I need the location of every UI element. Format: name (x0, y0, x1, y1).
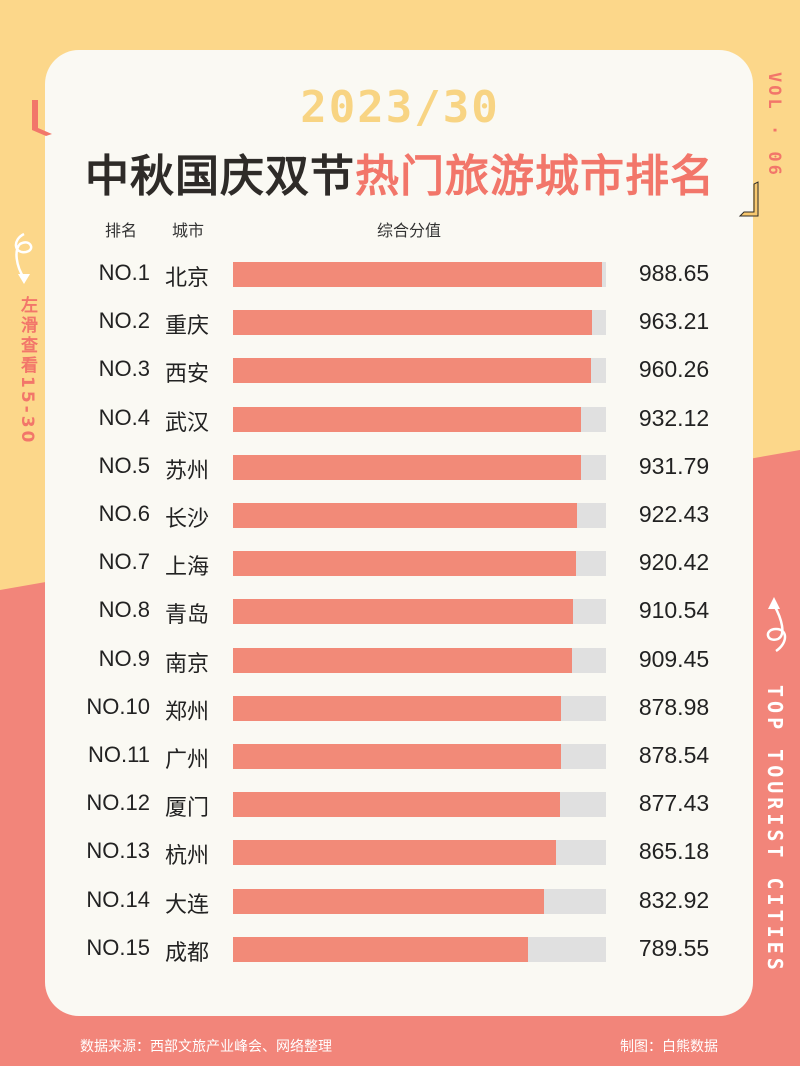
city-label: 北京 (165, 266, 210, 291)
value-label: 878.54 (638, 742, 710, 768)
bar (233, 744, 561, 769)
rank-label: NO.13 (86, 838, 150, 864)
city-label: 厦门 (165, 796, 210, 822)
chart-title: 中秋国庆双节热门旅游城市排名 (0, 140, 800, 204)
value-label: 789.55 (638, 934, 710, 961)
city-label: 大连 (165, 892, 210, 918)
bar-track (233, 695, 606, 721)
bar-track (233, 647, 606, 673)
bar-track (233, 744, 606, 769)
value-label: 920.42 (638, 549, 710, 576)
bar-track (233, 310, 606, 336)
bar (233, 936, 528, 962)
bar (233, 840, 556, 866)
city-label: 上海 (165, 555, 210, 581)
value-label: 877.43 (638, 790, 710, 817)
city-label: 广州 (165, 748, 210, 773)
city-label: 杭州 (165, 844, 210, 870)
bar (233, 262, 602, 287)
rank-label: NO.11 (88, 742, 150, 767)
bar-track (233, 358, 606, 384)
rank-label: NO.8 (98, 597, 150, 623)
title-part2: 热门旅游城市排名 (355, 151, 715, 202)
column-header-score: 综合分值 (377, 221, 442, 240)
bar-track (233, 262, 606, 287)
bar-track (233, 888, 606, 914)
rank-label: NO.3 (98, 356, 150, 382)
bar-track (233, 792, 606, 818)
bar-track (233, 840, 606, 866)
city-label: 南京 (165, 651, 210, 677)
bar (233, 454, 581, 480)
value-label: 878.98 (638, 693, 710, 720)
city-label: 郑州 (165, 699, 210, 725)
column-header-rank: 排名 (105, 221, 138, 240)
bracket-right-icon (738, 181, 759, 217)
value-label: 960.26 (638, 356, 710, 383)
rank-label: NO.14 (86, 886, 150, 912)
bar-track (233, 454, 606, 480)
column-header-city: 城市 (172, 221, 205, 240)
value-label: 931.79 (638, 452, 710, 479)
value-label: 832.92 (638, 886, 710, 913)
rank-label: NO.5 (98, 452, 150, 478)
value-label: 932.12 (638, 404, 710, 431)
bar (233, 695, 561, 721)
rank-label: NO.4 (98, 404, 150, 430)
rank-label: NO.1 (98, 260, 150, 285)
side-volume: VOL · 06 (764, 72, 784, 178)
bar (233, 599, 573, 625)
side-tagline: TOP TOURIST CITIES (763, 685, 787, 974)
city-label: 青岛 (165, 603, 210, 629)
rank-label: NO.12 (86, 790, 150, 816)
bar-track (233, 503, 606, 528)
city-label: 西安 (165, 362, 210, 388)
value-label: 963.21 (638, 308, 710, 335)
city-label: 成都 (165, 940, 210, 966)
bar (233, 647, 573, 673)
footer-source: 数据来源：西部文旅产业峰会、网络整理 (80, 1039, 332, 1055)
rank-label: NO.2 (98, 308, 150, 334)
bar (233, 888, 544, 914)
rank-label: NO.15 (86, 934, 150, 960)
footer-credit: 制图：白熊数据 (620, 1039, 718, 1055)
value-label: 909.45 (638, 645, 710, 672)
city-label: 武汉 (165, 410, 210, 436)
city-label: 长沙 (165, 507, 210, 532)
bracket-left-icon (32, 100, 52, 136)
swirl-arrow-down-icon (14, 232, 33, 284)
bar (233, 503, 578, 528)
value-label: 988.65 (638, 260, 710, 286)
value-label: 865.18 (638, 838, 710, 865)
bar-track (233, 406, 606, 432)
value-label: 922.43 (638, 501, 710, 527)
bar (233, 310, 593, 336)
swirl-arrow-up-icon (766, 597, 787, 653)
bar (233, 551, 577, 577)
chart-year: 2023/30 (300, 82, 500, 133)
rank-label: NO.6 (98, 501, 150, 526)
bar (233, 792, 561, 818)
bar (233, 406, 581, 432)
bar-track (233, 599, 606, 625)
bar-track (233, 551, 606, 577)
city-label: 重庆 (165, 314, 210, 340)
bar-track (233, 936, 606, 962)
title-part1: 中秋国庆双节 (85, 151, 355, 202)
city-label: 苏州 (165, 458, 210, 484)
value-label: 910.54 (638, 597, 710, 624)
rank-label: NO.9 (98, 645, 150, 671)
rank-label: NO.7 (98, 549, 150, 575)
side-hint-left: 左滑查看15-30 (17, 296, 37, 446)
rank-label: NO.10 (86, 693, 150, 719)
bar (233, 358, 592, 384)
